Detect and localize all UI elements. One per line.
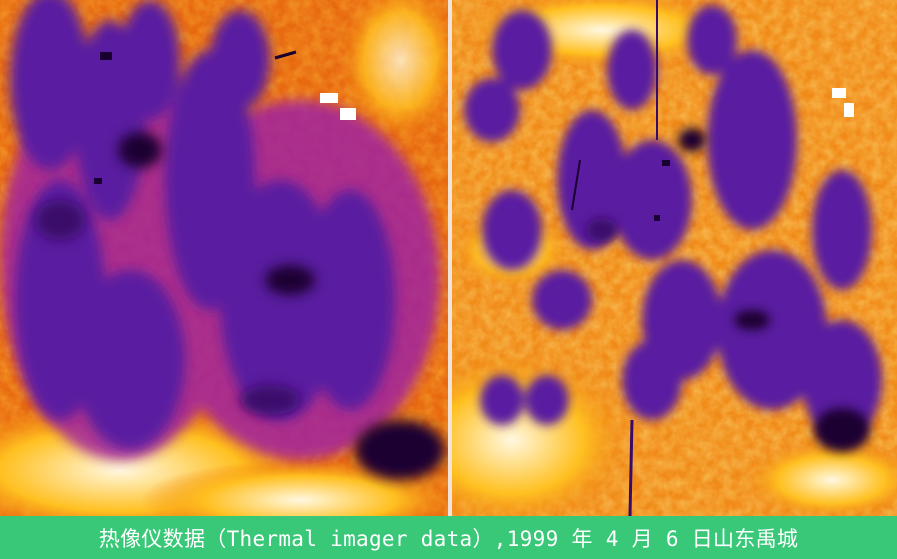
thermal-image-left-panel [0,0,448,516]
caption-bar: 热像仪数据（Thermal imager data）,1999 年 4 月 6 … [0,516,897,559]
thermal-image-right-panel [452,0,897,516]
thermal-scene-right [452,0,897,516]
thermal-scene-left [0,0,448,516]
figure-caption: 热像仪数据（Thermal imager data）,1999 年 4 月 6 … [98,526,799,551]
panel-divider [448,0,452,516]
